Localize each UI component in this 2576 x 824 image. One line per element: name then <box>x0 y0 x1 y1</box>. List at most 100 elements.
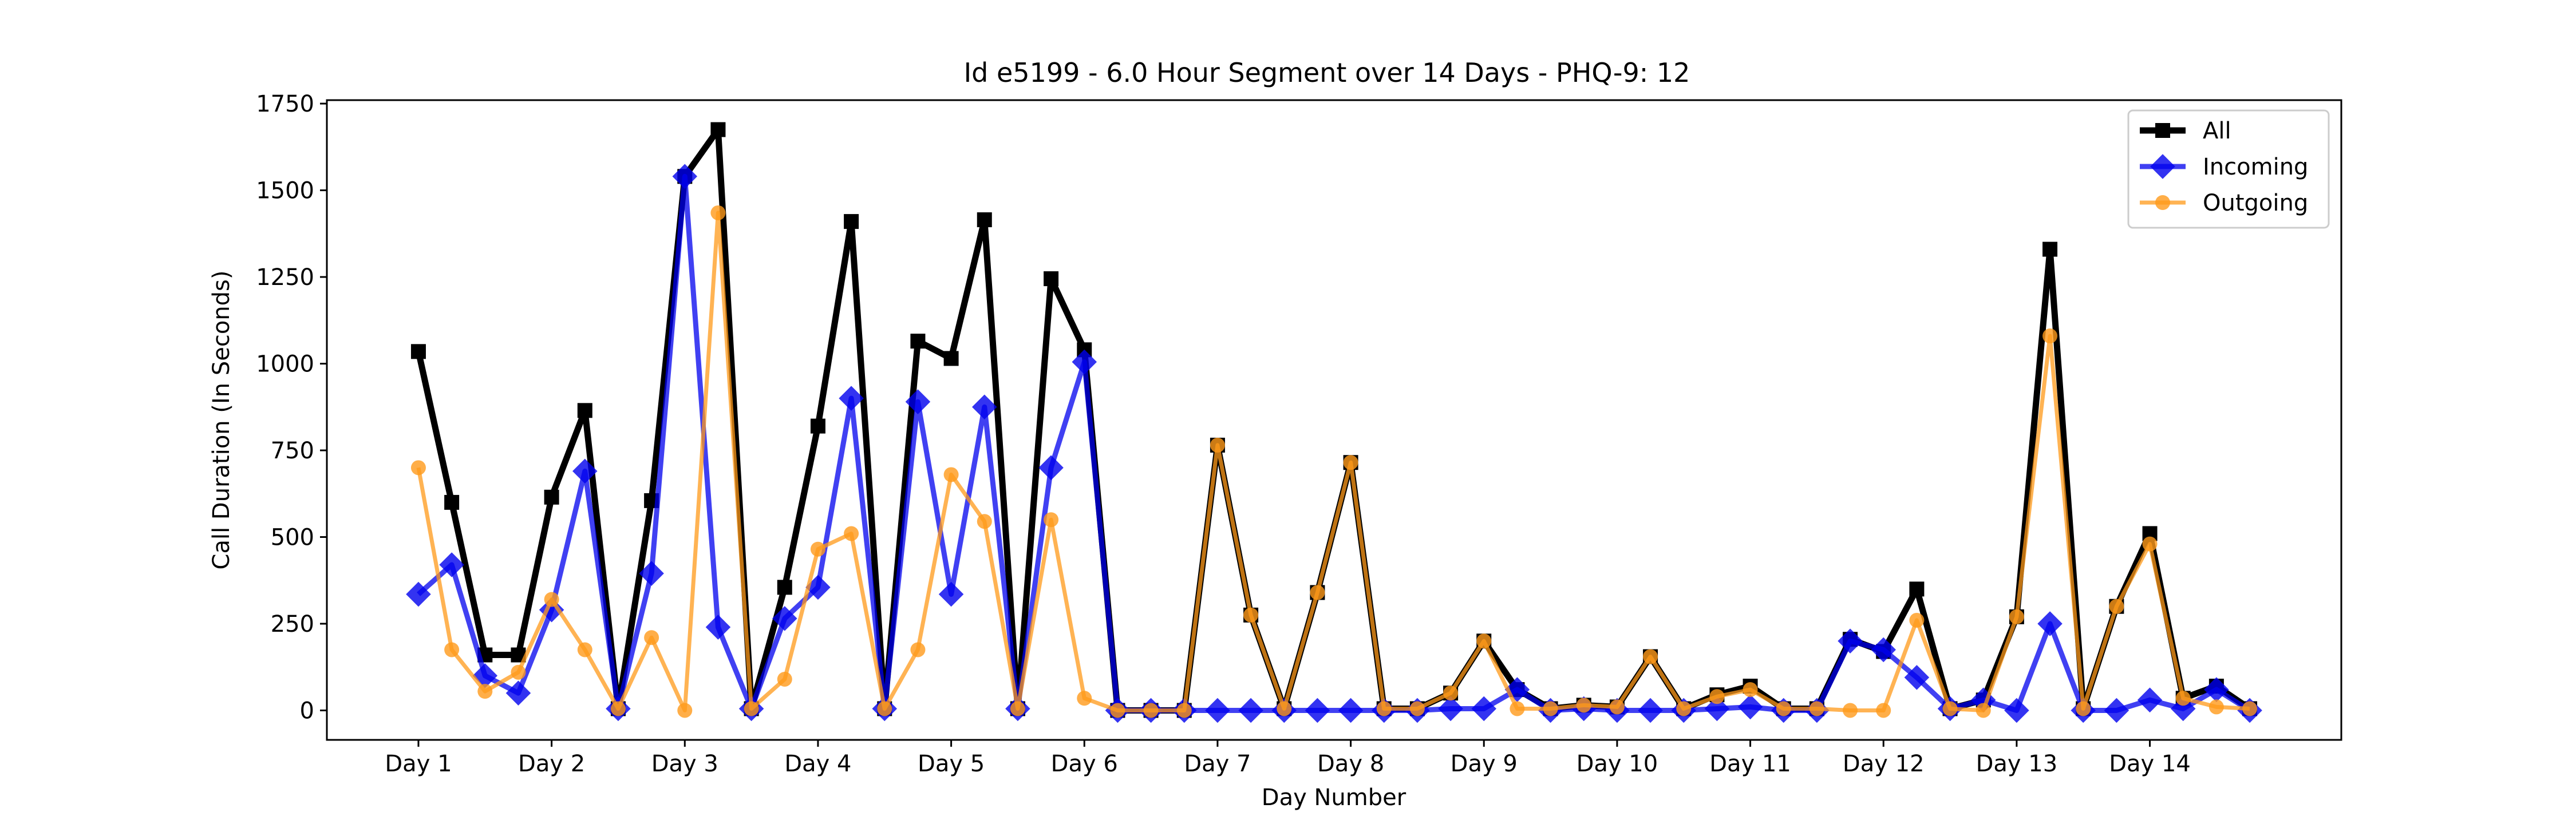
series-outgoing <box>410 205 2258 718</box>
data-point-incoming <box>1305 698 1330 723</box>
data-point-incoming <box>1737 694 1763 720</box>
data-point-outgoing <box>511 664 526 680</box>
data-point-incoming <box>572 458 598 484</box>
data-point-incoming <box>672 164 698 189</box>
y-tick-label: 0 <box>300 698 314 724</box>
x-tick-label: Day 5 <box>918 751 985 777</box>
data-point-incoming <box>1205 698 1230 723</box>
data-point-outgoing <box>1476 633 1492 649</box>
x-tick-label: Day 6 <box>1051 751 1118 777</box>
x-tick-label: Day 7 <box>1184 751 1251 777</box>
data-point-incoming <box>705 615 731 640</box>
data-point-outgoing <box>1343 455 1358 470</box>
plot-frame <box>326 99 2342 741</box>
data-point-incoming <box>439 552 464 577</box>
data-point-outgoing <box>1277 701 1292 716</box>
data-point-outgoing <box>1876 703 1891 718</box>
data-point-outgoing <box>477 684 493 699</box>
data-point-incoming <box>938 581 964 607</box>
x-tick-label: Day 9 <box>1451 751 1518 777</box>
data-point-outgoing <box>977 514 992 529</box>
x-tick-label: Day 13 <box>1976 751 2058 777</box>
data-point-outgoing <box>744 701 759 716</box>
x-tick-label: Day 1 <box>385 751 452 777</box>
data-point-all <box>844 214 859 229</box>
data-point-incoming <box>1038 455 1064 481</box>
data-point-outgoing <box>877 701 892 716</box>
data-point-outgoing <box>1110 703 1125 718</box>
data-point-incoming <box>1838 628 1863 654</box>
data-point-outgoing <box>943 467 959 482</box>
data-point-outgoing <box>1609 699 1625 715</box>
data-point-outgoing <box>2009 609 2024 624</box>
data-point-all <box>444 494 460 510</box>
data-point-incoming <box>2037 611 2063 636</box>
x-tick-label: Day 12 <box>1843 751 1925 777</box>
data-point-outgoing <box>610 701 626 716</box>
y-axis-label: Call Duration (In Seconds) <box>208 271 235 570</box>
series-layer <box>406 122 2262 723</box>
legend-label-all: All <box>2203 118 2231 144</box>
x-tick-label: Day 10 <box>1577 751 1658 777</box>
data-point-incoming <box>2204 677 2229 702</box>
legend-marker-incoming <box>2150 154 2175 179</box>
legend-marker-all <box>2155 123 2170 138</box>
data-point-incoming <box>406 581 431 607</box>
data-point-incoming <box>2170 696 2196 722</box>
data-point-outgoing <box>1243 607 1259 623</box>
data-point-outgoing <box>1376 701 1392 716</box>
series-line-outgoing <box>416 211 2250 712</box>
data-point-outgoing <box>677 703 693 718</box>
data-point-outgoing <box>1909 612 1925 628</box>
y-tick-label: 1000 <box>256 351 314 378</box>
data-point-outgoing <box>1409 701 1425 716</box>
data-point-outgoing <box>1576 698 1591 713</box>
data-point-outgoing <box>1843 703 1858 718</box>
data-point-incoming <box>1238 698 1263 723</box>
data-point-outgoing <box>1176 703 1192 718</box>
data-point-outgoing <box>410 460 426 476</box>
data-point-outgoing <box>444 642 460 657</box>
x-tick-label: Day 3 <box>651 751 718 777</box>
data-point-incoming <box>2104 698 2129 723</box>
chart-title: Id e5199 - 6.0 Hour Segment over 14 Days… <box>964 57 1690 88</box>
data-point-outgoing <box>2242 701 2258 716</box>
data-point-incoming <box>1904 665 1930 690</box>
data-point-all <box>1044 271 1059 287</box>
data-point-incoming <box>2137 687 2163 713</box>
data-point-outgoing <box>1543 701 1558 716</box>
data-point-all <box>810 418 825 434</box>
x-tick-label: Day 8 <box>1317 751 1384 777</box>
data-point-all <box>410 344 426 359</box>
data-point-outgoing <box>1809 701 1824 716</box>
data-point-outgoing <box>2109 599 2124 614</box>
data-point-all <box>1909 581 1925 597</box>
legend-box <box>2127 109 2330 229</box>
data-point-incoming <box>1471 696 1497 722</box>
data-point-outgoing <box>544 592 559 607</box>
data-point-outgoing <box>1044 512 1059 528</box>
y-tick-label: 1500 <box>256 178 314 204</box>
data-point-incoming <box>1638 698 1663 723</box>
x-tick-label: Day 2 <box>518 751 585 777</box>
data-point-all <box>544 489 559 505</box>
data-point-all <box>910 334 926 349</box>
data-point-outgoing <box>1077 691 1092 706</box>
y-axis: 0 250 500 750 1000 1250 1500 1750 <box>256 91 327 724</box>
x-tick-label: Day 14 <box>2109 751 2191 777</box>
data-point-all <box>710 122 726 137</box>
data-point-outgoing <box>1010 701 1025 716</box>
y-tick-label: 1250 <box>256 264 314 291</box>
x-tick-label: Day 11 <box>1709 751 1791 777</box>
data-point-outgoing <box>1976 703 1991 718</box>
x-tick-label: Day 4 <box>784 751 851 777</box>
data-point-outgoing <box>644 630 659 645</box>
data-point-incoming <box>839 386 864 411</box>
data-point-outgoing <box>1676 701 1692 716</box>
x-axis-label: Day Number <box>1262 785 1406 811</box>
data-point-outgoing <box>810 541 825 557</box>
data-point-outgoing <box>1743 682 1758 698</box>
data-point-incoming <box>1338 698 1364 723</box>
data-point-all <box>777 580 792 595</box>
data-point-all <box>943 351 959 366</box>
